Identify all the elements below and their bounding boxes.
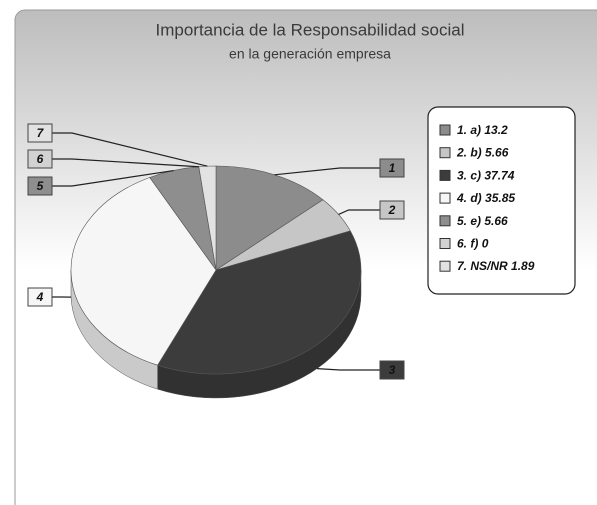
legend-label: 5. e) 5.66: [457, 214, 508, 228]
callout-label: 1: [389, 161, 396, 175]
legend-value: 0: [482, 237, 489, 251]
callout-box: [379, 200, 405, 220]
legend-label: 4. d) 35.85: [456, 191, 515, 205]
slice: [157, 230, 362, 375]
legend-category: 2. b): [456, 146, 482, 160]
legend-value: 5.66: [484, 214, 508, 228]
legend-value: 13.2: [484, 123, 508, 137]
callout-label: 6: [37, 152, 44, 166]
callout-line: [274, 167, 380, 176]
callout-line: [317, 367, 380, 371]
legend-swatch: [439, 192, 451, 204]
legend-box: [427, 106, 576, 295]
callout-box: [379, 360, 405, 380]
slice: [215, 165, 324, 271]
legend-value: 37.74: [484, 169, 514, 183]
callout-box: [27, 123, 53, 143]
callout-label: 4: [36, 290, 44, 304]
legend-label: 6. f) 0: [457, 237, 489, 251]
legend-category: 1. a): [457, 123, 481, 137]
legend-swatch: [439, 238, 451, 249]
chart-subtitle: en la generación empresa: [229, 46, 391, 62]
legend-value: 5.66: [485, 146, 509, 160]
legend-category: 6. f): [457, 237, 478, 251]
legend-label: 2. b) 5.66: [456, 146, 509, 160]
legend-category: 7. NS/NR: [457, 259, 508, 273]
callout-line: [52, 158, 199, 168]
callout-box: [27, 176, 53, 196]
callout-box: [27, 149, 53, 169]
legend-value: 35.85: [485, 191, 515, 205]
legend-swatch: [439, 260, 451, 272]
legend-swatch: [439, 147, 451, 159]
legend-label: 3. c) 37.74: [457, 169, 515, 183]
legend-swatch: [439, 169, 451, 181]
callout-label: 5: [37, 179, 44, 193]
legend-swatch: [439, 215, 451, 227]
chart-title: Importancia de la Responsabilidad social: [155, 20, 464, 39]
callout-line: [52, 169, 174, 187]
legend-swatch: [439, 124, 451, 136]
legend-category: 3. c): [457, 169, 481, 183]
legend-label: 1. a) 13.2: [457, 123, 508, 137]
legend-label: 7. NS/NR 1.89: [457, 259, 535, 273]
legend-category: 5. e): [457, 214, 481, 228]
callout-label: 2: [388, 203, 396, 217]
legend-value: 1.89: [511, 259, 535, 273]
callout-box: [379, 158, 405, 178]
callout-line: [52, 132, 208, 167]
callout-line: [338, 209, 380, 215]
callout-label: 3: [389, 363, 396, 377]
legend-category: 4. d): [456, 191, 482, 205]
callout-box: [27, 287, 53, 307]
slice: [70, 177, 217, 366]
callout-label: 7: [37, 126, 45, 140]
